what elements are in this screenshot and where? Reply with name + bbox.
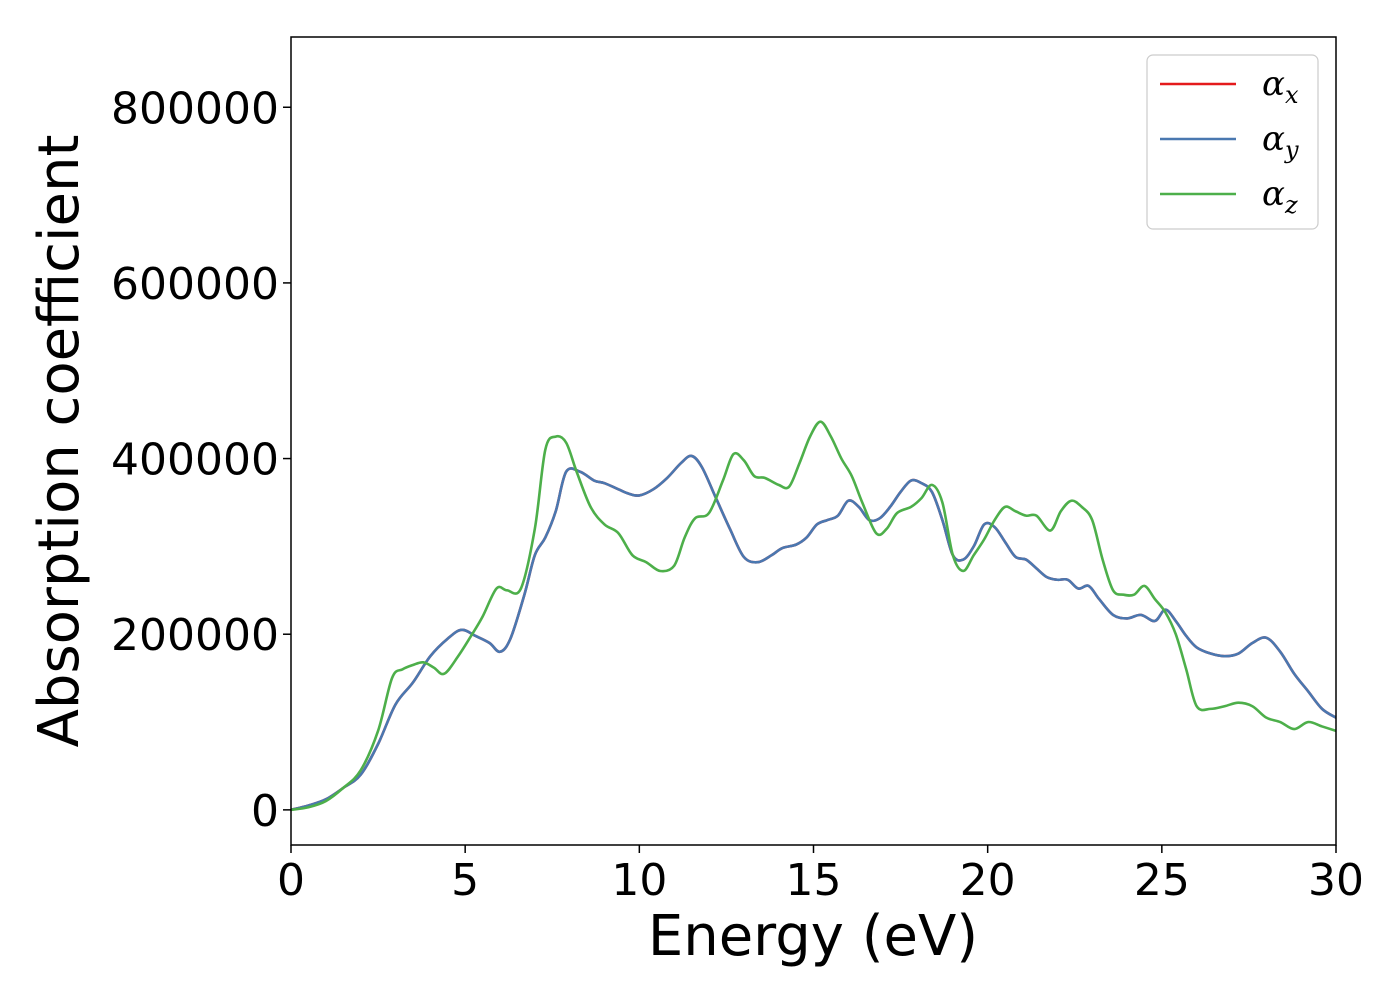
y-tick-label: 0 (251, 786, 279, 837)
x-tick-label: 0 (277, 855, 305, 906)
series-layer (291, 420, 1336, 812)
y-tick-label: 800000 (111, 83, 279, 134)
legend-label-alpha-z: αz (1262, 174, 1298, 219)
series-line-alpha-z (291, 420, 1336, 812)
x-tick-label: 30 (1308, 855, 1364, 906)
y-axis-title: Absorption coefficient (27, 135, 92, 748)
series-line-alpha-y (291, 454, 1336, 812)
legend-box (1146, 54, 1319, 230)
x-axis: 0 5 10 15 20 25 30 (277, 845, 1364, 906)
x-tick-label: 25 (1134, 855, 1190, 906)
x-tick-label: 5 (451, 855, 479, 906)
series-line-alpha-x (291, 454, 1336, 812)
x-tick-label: 10 (611, 855, 667, 906)
y-axis: 0 200000 400000 600000 800000 (111, 83, 291, 837)
legend-label-alpha-x: αx (1262, 64, 1299, 109)
y-tick-label: 400000 (111, 435, 279, 486)
x-axis-title: Energy (eV) (648, 904, 978, 969)
legend-label-alpha-y: αy (1262, 119, 1299, 164)
legend: αx αy αz (1146, 54, 1319, 230)
y-tick-label: 600000 (111, 259, 279, 310)
legend-entries: αx αy αz (1160, 64, 1299, 219)
x-tick-label: 15 (786, 855, 842, 906)
y-tick-label: 200000 (111, 610, 279, 661)
x-tick-label: 20 (960, 855, 1016, 906)
